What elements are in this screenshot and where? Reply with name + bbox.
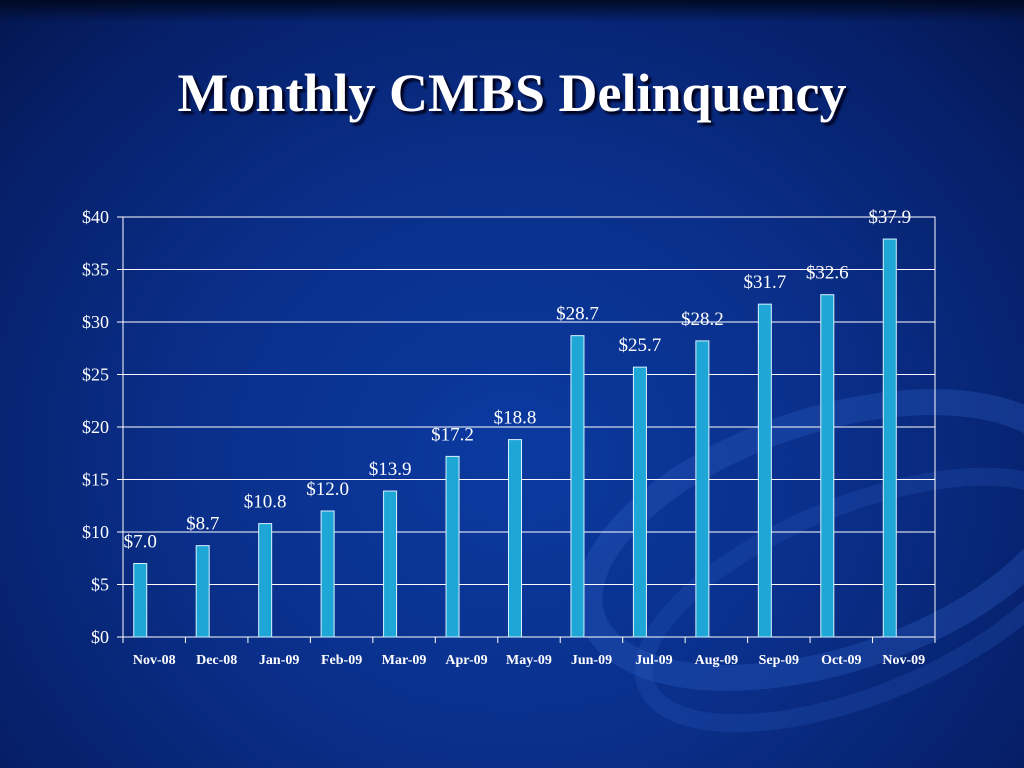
data-label: $10.8 (244, 492, 287, 513)
y-tick-label: $40 (82, 207, 109, 227)
y-tick-label: $5 (91, 575, 109, 595)
bar (632, 366, 647, 638)
bar (320, 510, 335, 638)
data-label: $18.8 (494, 408, 537, 429)
bar (383, 490, 398, 638)
bar (195, 545, 210, 638)
bar (258, 523, 273, 638)
top-shade-band (0, 0, 1024, 22)
x-tick-label: Jan-09 (259, 653, 299, 668)
data-label: $32.6 (806, 263, 849, 284)
x-tick-label: Aug-09 (695, 653, 739, 668)
slide-title: Monthly CMBS Delinquency (177, 63, 847, 123)
bar (445, 455, 460, 638)
y-tick-label: $15 (82, 470, 109, 490)
x-tick-label: Sep-09 (759, 653, 799, 668)
x-tick-label: Apr-09 (445, 653, 487, 668)
bar (882, 238, 897, 638)
y-tick-label: $25 (82, 365, 109, 385)
x-tick-label: Jul-09 (635, 653, 672, 668)
data-label: $8.7 (186, 514, 219, 535)
bar (820, 294, 835, 638)
bar (570, 335, 585, 638)
y-tick-label: $35 (82, 260, 109, 280)
bar-layer (133, 238, 897, 638)
data-label: $7.0 (124, 532, 157, 553)
y-tick-label: $30 (82, 312, 109, 332)
x-tick-label: May-09 (506, 653, 552, 668)
x-tick-label: Nov-08 (133, 653, 176, 668)
bar (133, 563, 148, 638)
data-label: $37.9 (868, 207, 911, 228)
bar (695, 340, 710, 638)
data-label: $31.7 (743, 272, 786, 293)
y-tick-label: $0 (91, 627, 109, 647)
y-tick-label: $10 (82, 522, 109, 542)
x-tick-label: Mar-09 (382, 653, 427, 668)
label-layer: $0 $5 $10 $15 $20 $25 $30 $35 $40 $7.0 Nov-08 $8.7 D… (82, 207, 925, 668)
data-label: $28.7 (556, 304, 599, 325)
data-label: $25.7 (619, 335, 662, 356)
data-label: $13.9 (369, 459, 412, 480)
data-label: $28.2 (681, 309, 724, 330)
x-tick-label: Nov-09 (882, 653, 925, 668)
bar (757, 303, 772, 638)
bar (508, 439, 522, 638)
data-label: $12.0 (306, 479, 349, 500)
x-tick-label: Jun-09 (571, 653, 612, 668)
x-tick-label: Dec-08 (196, 653, 237, 668)
data-label: $17.2 (431, 424, 474, 445)
x-tick-label: Feb-09 (321, 653, 362, 668)
y-tick-label: $20 (82, 417, 109, 437)
x-tick-label: Oct-09 (821, 653, 861, 668)
